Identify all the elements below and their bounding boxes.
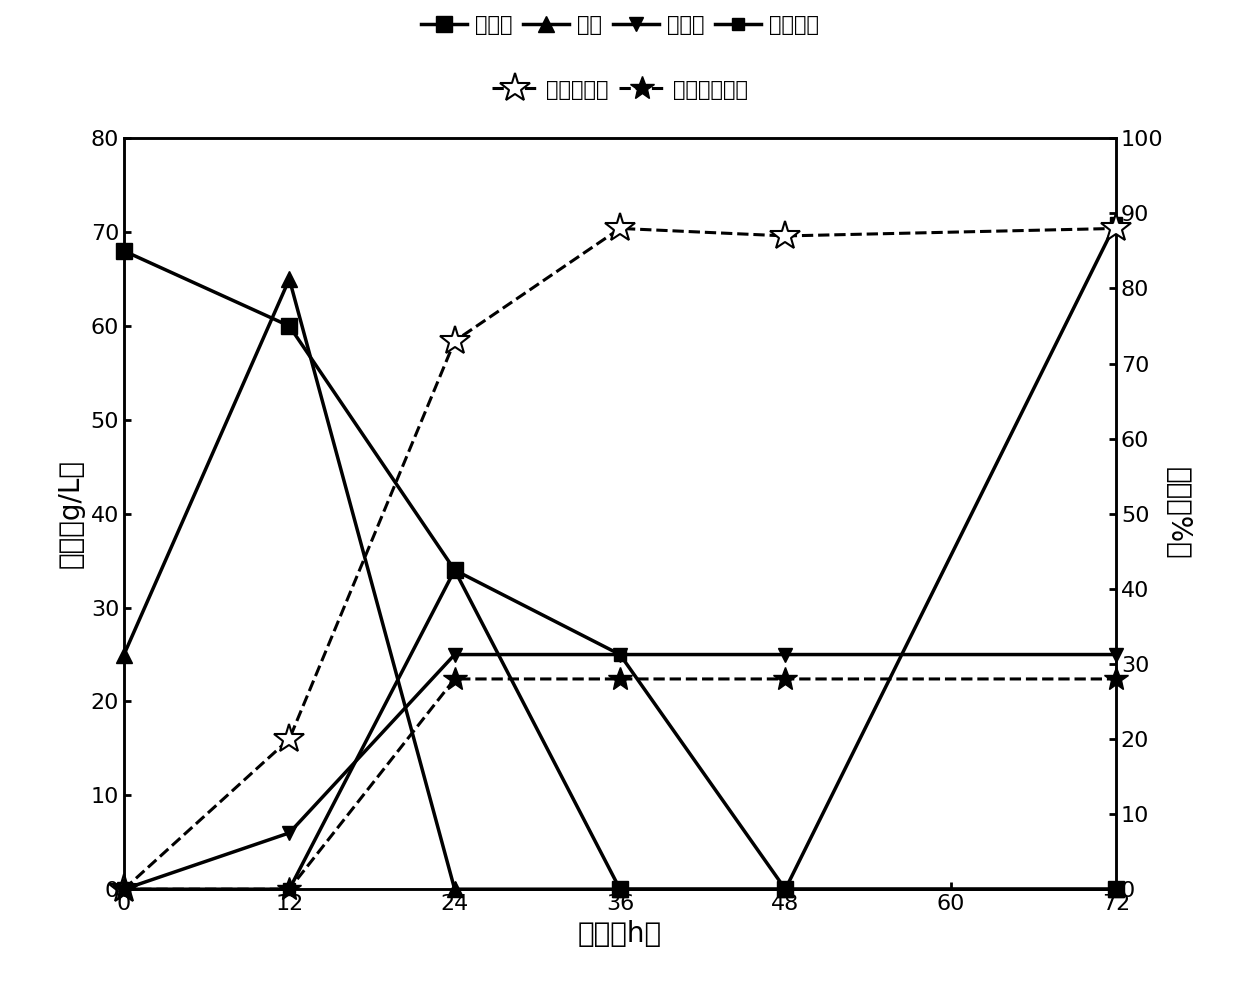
木糖 — [448, 883, 463, 895]
木糖 — [613, 883, 627, 895]
葡萄糖酸 — [613, 649, 627, 661]
Legend: 葡萄糖, 木糖, 木糖酸, 葡萄糖酸: 葡萄糖, 木糖, 木糖酸, 葡萄糖酸 — [422, 16, 818, 36]
葡萄糖酸得率 — [117, 883, 131, 895]
木糖酸 — [117, 883, 131, 895]
Line: 木糖酸得率: 木糖酸得率 — [109, 213, 1131, 904]
Legend: 木糖酸得率, 葡萄糖酸得率: 木糖酸得率, 葡萄糖酸得率 — [492, 80, 748, 100]
葡萄糖酸 — [281, 883, 296, 895]
葡萄糖酸得率 — [281, 883, 296, 895]
葡萄糖酸得率 — [1109, 673, 1123, 685]
木糖酸 — [613, 649, 627, 661]
木糖酸 — [448, 649, 463, 661]
木糖酸 — [1109, 649, 1123, 661]
木糖 — [117, 649, 131, 661]
Line: 葡萄糖: 葡萄糖 — [117, 243, 1123, 897]
木糖酸得率 — [1109, 222, 1123, 234]
木糖酸得率 — [613, 222, 627, 234]
葡萄糖酸 — [1109, 217, 1123, 229]
木糖 — [777, 883, 792, 895]
葡萄糖酸 — [117, 883, 131, 895]
葡萄糖酸得率 — [613, 673, 627, 685]
X-axis label: 时间（h）: 时间（h） — [578, 920, 662, 947]
葡萄糖 — [1109, 883, 1123, 895]
葡萄糖 — [448, 564, 463, 576]
Line: 木糖酸: 木糖酸 — [117, 647, 1123, 896]
Y-axis label: 得率（%）: 得率（%） — [1163, 467, 1192, 560]
葡萄糖酸得率 — [777, 673, 792, 685]
葡萄糖酸 — [777, 883, 792, 895]
葡萄糖 — [777, 883, 792, 895]
木糖酸得率 — [281, 733, 296, 745]
葡萄糖酸 — [448, 564, 463, 576]
Line: 葡萄糖酸: 葡萄糖酸 — [119, 217, 1121, 895]
葡萄糖 — [117, 245, 131, 257]
木糖 — [1109, 883, 1123, 895]
葡萄糖 — [281, 320, 296, 332]
Y-axis label: 浓度（g/L）: 浓度（g/L） — [57, 459, 86, 568]
Line: 木糖: 木糖 — [115, 271, 1125, 897]
木糖酸得率 — [448, 335, 463, 347]
木糖酸得率 — [117, 883, 131, 895]
Line: 葡萄糖酸得率: 葡萄糖酸得率 — [112, 667, 1128, 902]
木糖酸得率 — [777, 230, 792, 242]
木糖 — [281, 274, 296, 286]
木糖酸 — [281, 827, 296, 839]
葡萄糖酸得率 — [448, 673, 463, 685]
木糖酸 — [777, 649, 792, 661]
葡萄糖 — [613, 883, 627, 895]
